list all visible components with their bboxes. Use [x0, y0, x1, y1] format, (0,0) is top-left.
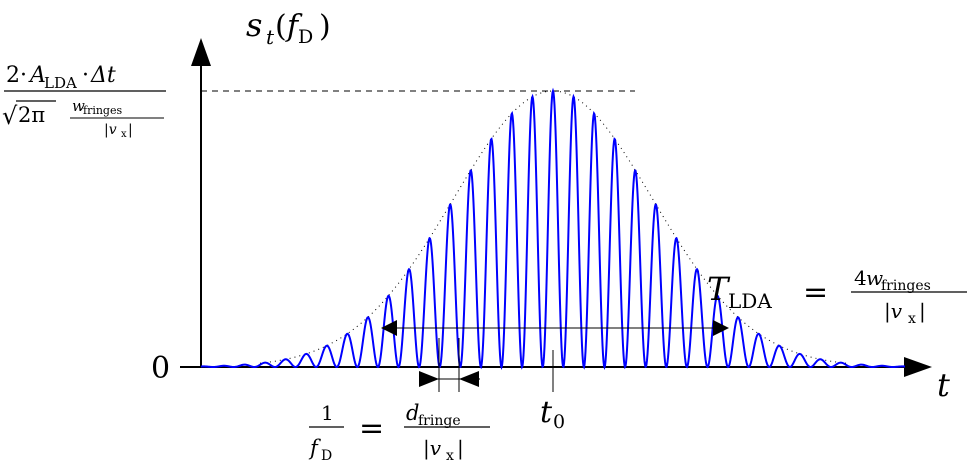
period-rhs-num-d: d [406, 401, 419, 425]
period-label: 1 f D = d fringe |v x | [308, 401, 490, 462]
y-label-f-sub: D [298, 26, 313, 48]
duration-arrowhead-right [713, 320, 729, 336]
t0-sub: 0 [553, 411, 565, 433]
y-label-paren-open: ( [275, 9, 287, 44]
period-lhs-den-sub: D [321, 448, 332, 462]
duration-T: T [707, 270, 731, 308]
fringe-signal [200, 87, 906, 370]
y-axis-arrowhead [191, 38, 211, 66]
duration-num-4: 4 [854, 266, 867, 290]
peak-den-w-sub: fringes [83, 104, 122, 117]
duration-den-v: |v [884, 299, 903, 324]
duration-equals: = [803, 275, 828, 310]
peak-num-2: 2 [6, 63, 20, 88]
period-lhs-num: 1 [321, 401, 334, 425]
peak-den-v: |v [104, 122, 117, 138]
peak-num-dot2: · [82, 63, 89, 88]
duration-arrowhead-left [381, 320, 397, 336]
y-label-s: s [246, 6, 262, 44]
peak-den-v-close: | [128, 122, 133, 138]
peak-den-2pi: 2π [18, 103, 45, 127]
peak-num-dot1: · [20, 63, 27, 88]
period-lhs-den-f: f [308, 436, 321, 460]
zero-label: 0 [151, 351, 170, 386]
y-label-sub: t [266, 25, 275, 49]
period-rhs-num-sub: fringe [418, 413, 461, 429]
peak-den-w: w [72, 97, 85, 115]
x-axis-label: t [937, 366, 950, 404]
t0-label: t 0 [540, 395, 565, 433]
peak-den-sqrt: √ [2, 102, 18, 130]
period-arrowhead-left [419, 371, 439, 387]
t0-t: t [540, 395, 553, 430]
duration-label: T LDA = 4 w fringes |v x | [707, 266, 967, 327]
duration-T-sub: LDA [728, 289, 772, 313]
period-equals: = [359, 411, 384, 446]
y-axis-label: s t ( f D ) [246, 6, 331, 49]
peak-num-delta-t: Δt [90, 63, 116, 88]
peak-num-A: A [28, 63, 46, 88]
period-arrowhead-right [459, 371, 479, 387]
peak-amplitude-label: 2 · A LDA · Δt √ 2π w fringes |v x | [2, 63, 166, 140]
period-rhs-den-close: | [457, 436, 464, 461]
y-label-paren-close: ) [319, 9, 331, 44]
duration-den-close: | [919, 299, 926, 324]
peak-num-A-sub: LDA [44, 74, 77, 92]
duration-num-w-sub: fringes [881, 278, 931, 294]
duration-den-sub: x [908, 311, 916, 327]
period-rhs-den-sub: x [446, 448, 454, 462]
peak-den-v-sub: x [121, 129, 127, 140]
x-axis-arrowhead [904, 357, 932, 377]
duration-num-w: w [866, 266, 883, 290]
period-rhs-den-v: |v [423, 436, 442, 461]
